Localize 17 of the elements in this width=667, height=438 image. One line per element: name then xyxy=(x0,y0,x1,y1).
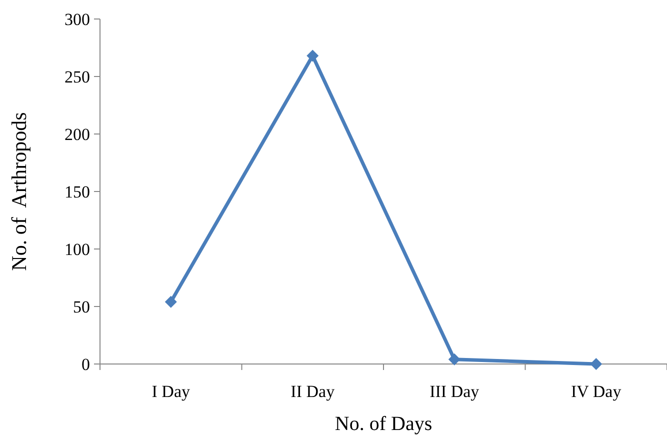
x-tick-label: IV Day xyxy=(571,382,622,401)
point xyxy=(164,296,177,308)
x-tick-label: III Day xyxy=(430,382,480,401)
y-tick-label: 50 xyxy=(73,297,90,316)
point xyxy=(448,353,460,366)
x-axis-title: No. of Days xyxy=(334,413,432,435)
y-tick-label: 200 xyxy=(64,124,90,144)
point xyxy=(590,358,602,370)
x-tick-label: II Day xyxy=(290,382,336,401)
y-tick-label: 0 xyxy=(82,354,90,374)
y-tick-label: 300 xyxy=(64,10,90,29)
y-tick-label: 150 xyxy=(64,182,90,202)
x-tick-label: I Day xyxy=(152,382,190,401)
y-tick-label: 100 xyxy=(64,240,90,259)
point xyxy=(306,50,319,62)
y-tick-label: 250 xyxy=(64,67,90,86)
y-axis-title: No. of Arthropods xyxy=(7,112,31,271)
